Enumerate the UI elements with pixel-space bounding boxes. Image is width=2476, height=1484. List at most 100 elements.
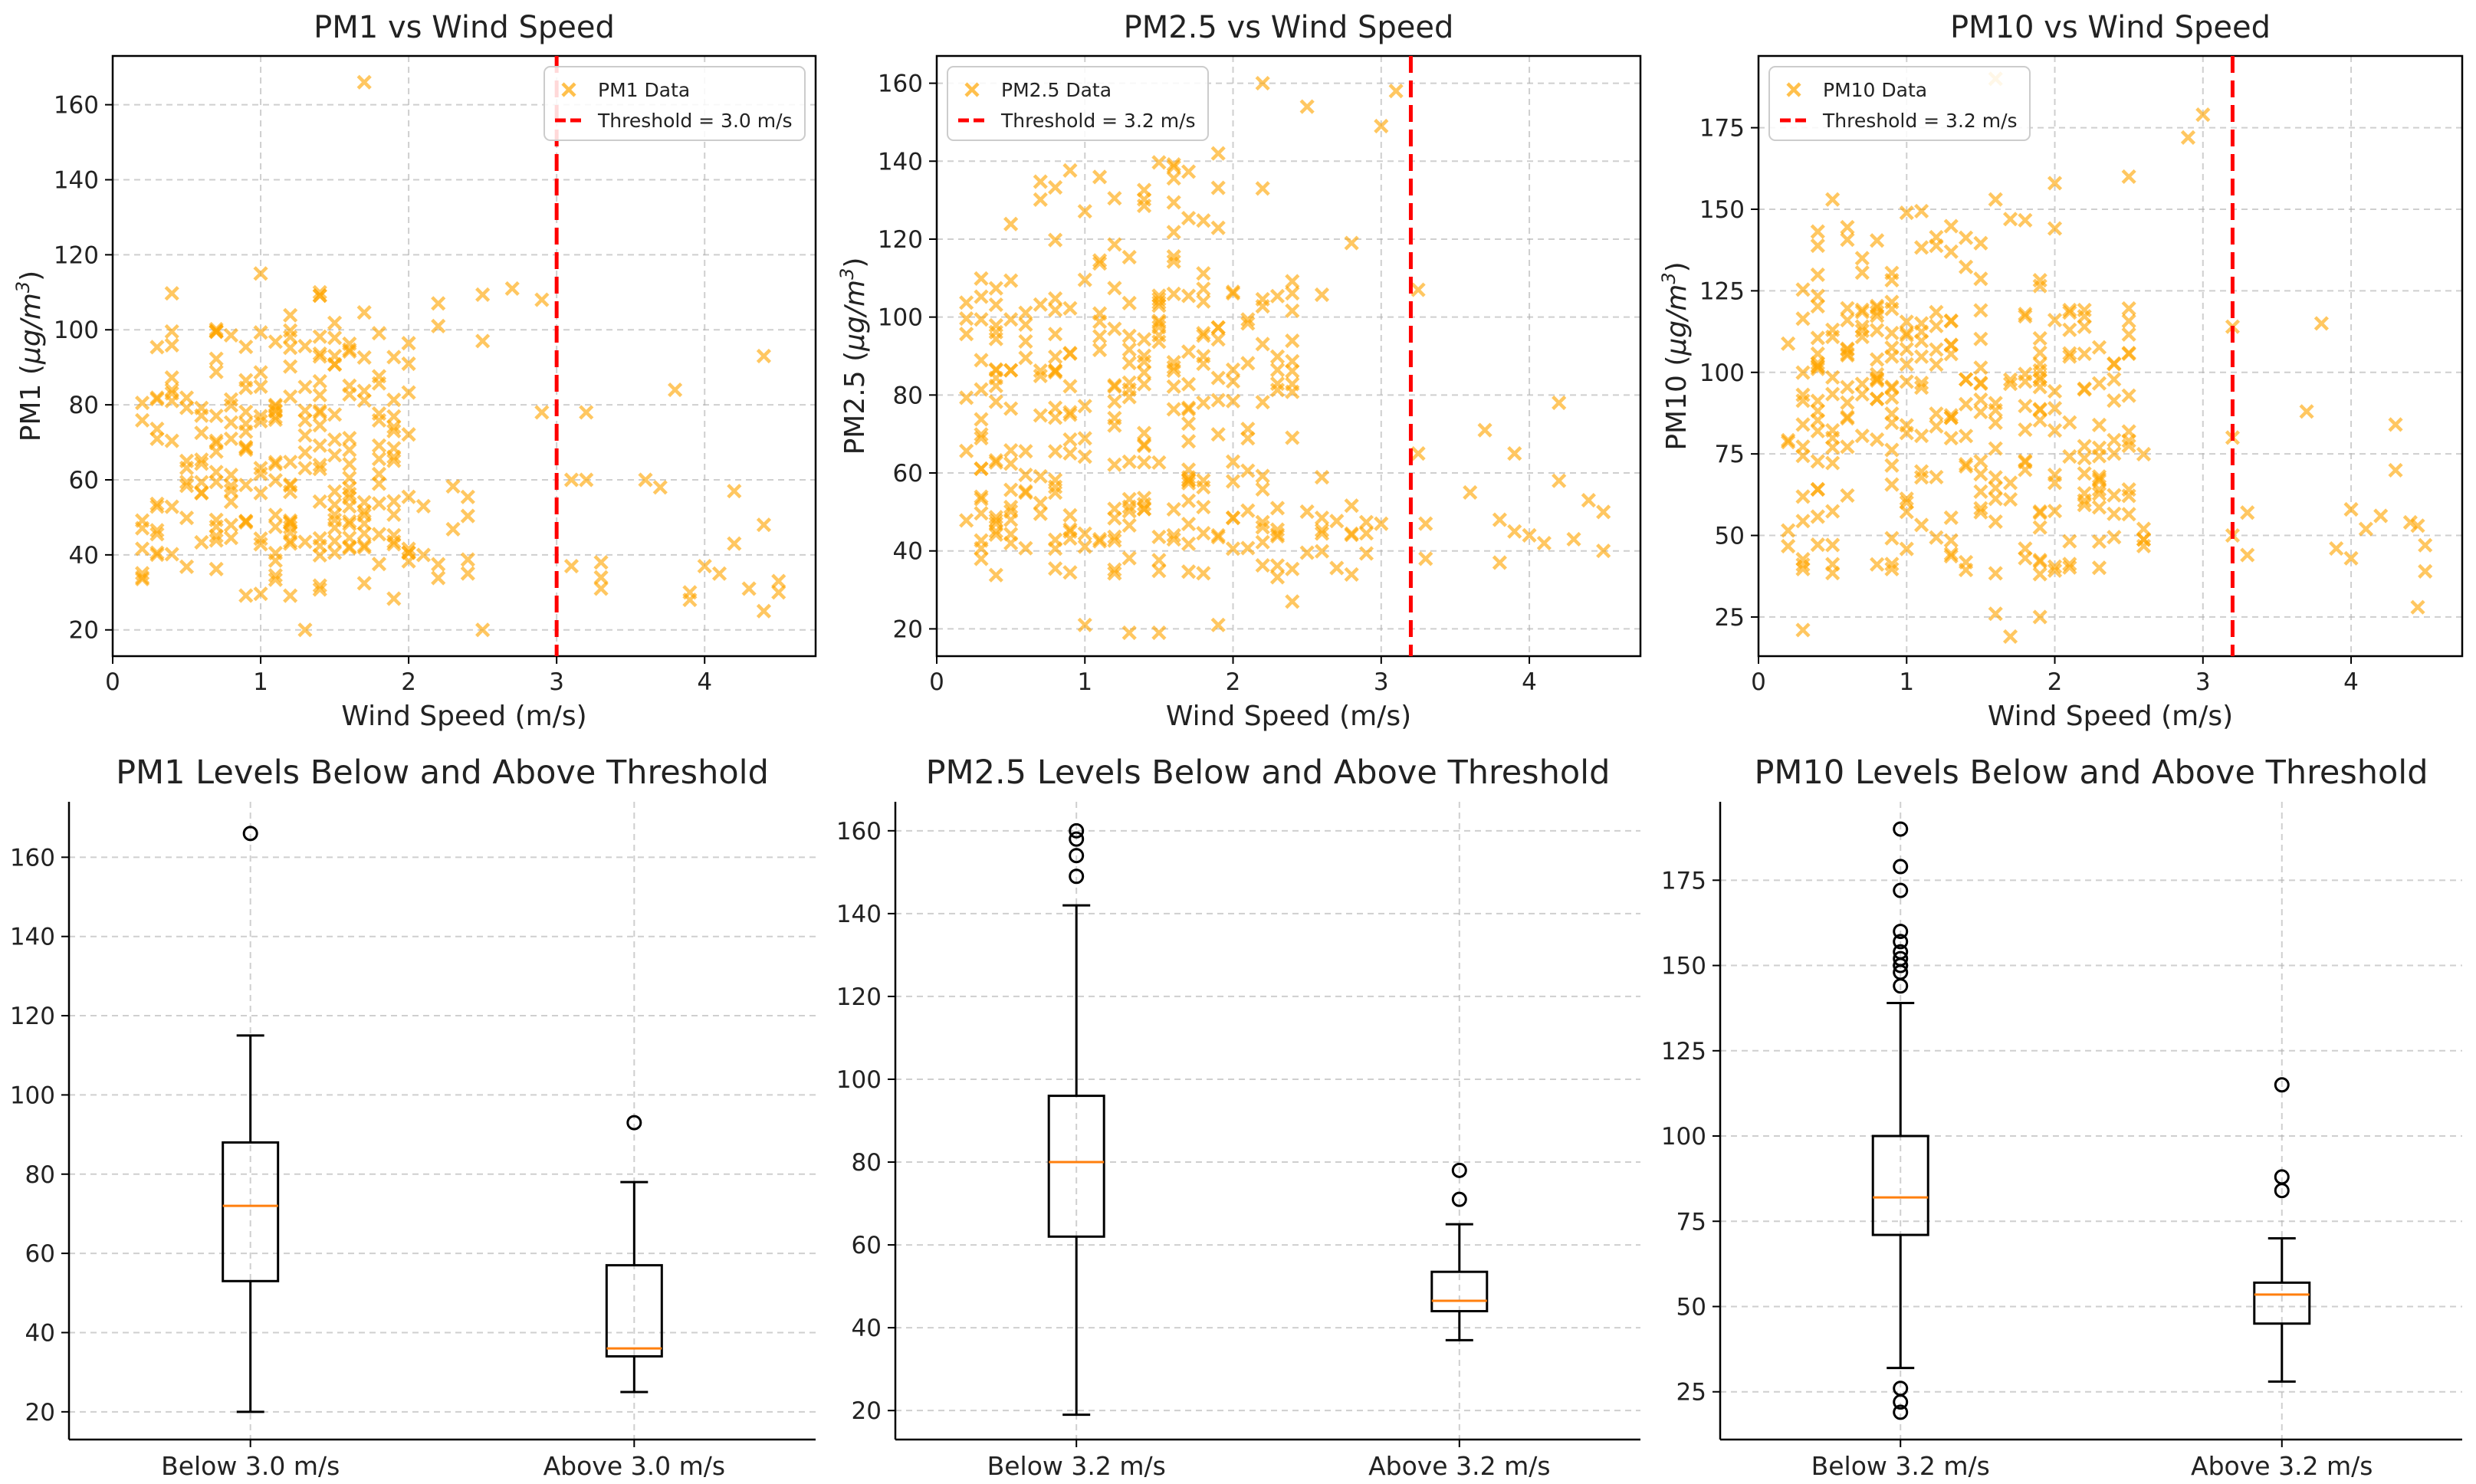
scatter-point xyxy=(959,390,974,405)
scatter-point xyxy=(253,531,268,547)
scatter-point xyxy=(209,512,224,527)
scatter-point xyxy=(711,566,727,581)
scatter-point xyxy=(1107,529,1122,544)
scatter-point xyxy=(1048,302,1063,318)
scatter-point xyxy=(1033,174,1048,189)
chart-title: PM10 vs Wind Speed xyxy=(1950,10,2271,45)
scatter-chart: 20 40 60 80 100 120 140 160 0 1 2 3 4 PM2.5 vs Wind S… xyxy=(836,10,1642,732)
scatter-point xyxy=(534,292,550,307)
scatter-point xyxy=(342,456,357,472)
scatter-point xyxy=(2002,491,2018,507)
scatter-point xyxy=(1121,249,1137,265)
scatter-point xyxy=(1151,529,1167,545)
y-tick-label: 100 xyxy=(878,304,923,332)
scatter-point xyxy=(1314,526,1330,541)
scatter-point xyxy=(1181,416,1197,432)
scatter-point xyxy=(1062,407,1078,422)
scatter-point xyxy=(1958,554,1974,570)
chart-title: PM1 vs Wind Speed xyxy=(314,10,615,45)
scatter-point xyxy=(223,517,239,533)
scatter-point xyxy=(475,622,491,638)
axes-frame xyxy=(111,54,817,658)
scatter-point xyxy=(1018,444,1033,459)
scatter-point xyxy=(593,555,609,570)
scatter-point xyxy=(1166,159,1181,175)
scatter-point xyxy=(1943,431,1959,446)
scatter-point xyxy=(2077,346,2092,362)
flier xyxy=(1893,924,1909,940)
scatter-point xyxy=(1196,328,1211,343)
x-tick-label: 1 xyxy=(1077,668,1092,696)
scatter-point xyxy=(1492,555,1507,570)
scatter-point xyxy=(1810,481,1825,497)
scatter-point xyxy=(371,369,387,384)
scatter-point xyxy=(1374,118,1389,134)
scatter-point xyxy=(253,365,268,380)
scatter-point xyxy=(1166,225,1181,240)
x-tick-label: 3 xyxy=(1374,668,1389,696)
scatter-point xyxy=(1166,527,1181,543)
scatter-point xyxy=(2018,307,2033,322)
scatter-point xyxy=(209,465,224,480)
scatter-point xyxy=(2018,462,2033,478)
scatter-point xyxy=(2077,497,2092,513)
scatter-point xyxy=(1181,462,1197,478)
scatter-point xyxy=(283,520,298,535)
y-axis-label-base: PM1 xyxy=(15,384,47,442)
scatter-point xyxy=(1870,372,1885,387)
scatter-point xyxy=(1225,286,1241,301)
box-chart: 20 40 60 80 100 120 140 160 Below 3.2 m/s Above 3… xyxy=(836,753,1640,1481)
scatter-point xyxy=(727,536,742,551)
scatter-point xyxy=(1107,237,1122,252)
scatter-point xyxy=(1825,556,1841,572)
scatter-point xyxy=(149,496,165,511)
scatter-point xyxy=(2107,372,2122,387)
scatter-point xyxy=(1121,328,1137,343)
y-tick-label: 100 xyxy=(10,1082,55,1109)
scatter-point xyxy=(2032,520,2047,535)
scatter-point xyxy=(1973,501,1988,516)
flier xyxy=(1893,882,1909,898)
scatter-point xyxy=(1810,509,1825,524)
flier xyxy=(242,826,258,842)
scatter-point xyxy=(1151,298,1167,314)
scatter-point xyxy=(2418,563,2433,579)
scatter-point xyxy=(356,74,372,90)
scatter-point xyxy=(1870,298,1885,314)
chart-title: PM10 Levels Below and Above Threshold xyxy=(1754,753,2428,792)
scatter-point xyxy=(135,541,150,556)
scatter-point xyxy=(312,547,327,563)
scatter-point xyxy=(223,398,239,413)
scatter-point xyxy=(988,324,1003,340)
scatter-point xyxy=(1181,210,1197,226)
scatter-point xyxy=(386,350,402,365)
scatter-point xyxy=(1943,218,1959,234)
scatter-point xyxy=(283,455,298,470)
scatter-point xyxy=(2002,372,2018,387)
x-tick-label: 0 xyxy=(1751,668,1766,696)
scatter-point xyxy=(179,559,195,574)
scatter-point xyxy=(1121,342,1137,357)
scatter-point xyxy=(1240,463,1256,478)
scatter-point xyxy=(356,526,372,541)
scatter-point xyxy=(1958,259,1974,274)
scatter-point xyxy=(1210,332,1226,347)
scatter-point xyxy=(1077,617,1092,632)
scatter-point xyxy=(1062,300,1078,316)
y-tick-label: 160 xyxy=(836,818,882,845)
scatter-point xyxy=(959,311,974,327)
scatter-point xyxy=(1048,541,1063,556)
scatter-point xyxy=(2091,500,2107,515)
scatter-point xyxy=(1151,563,1167,579)
scatter-point xyxy=(1269,528,1286,544)
scatter-point xyxy=(2032,330,2047,346)
scatter-point xyxy=(1048,561,1063,576)
scatter-point xyxy=(209,351,224,366)
scatter-point xyxy=(312,458,327,473)
scatter-point xyxy=(1884,349,1900,364)
scatter-point xyxy=(1854,323,1870,339)
scatter-point xyxy=(1973,375,1988,391)
scatter-point xyxy=(1121,504,1137,519)
y-axis-label-unit: μg/m xyxy=(1661,284,1693,356)
